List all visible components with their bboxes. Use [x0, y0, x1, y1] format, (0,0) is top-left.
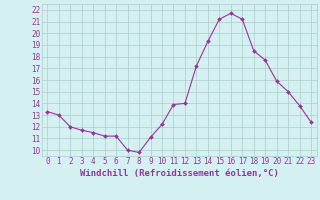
X-axis label: Windchill (Refroidissement éolien,°C): Windchill (Refroidissement éolien,°C) [80, 169, 279, 178]
